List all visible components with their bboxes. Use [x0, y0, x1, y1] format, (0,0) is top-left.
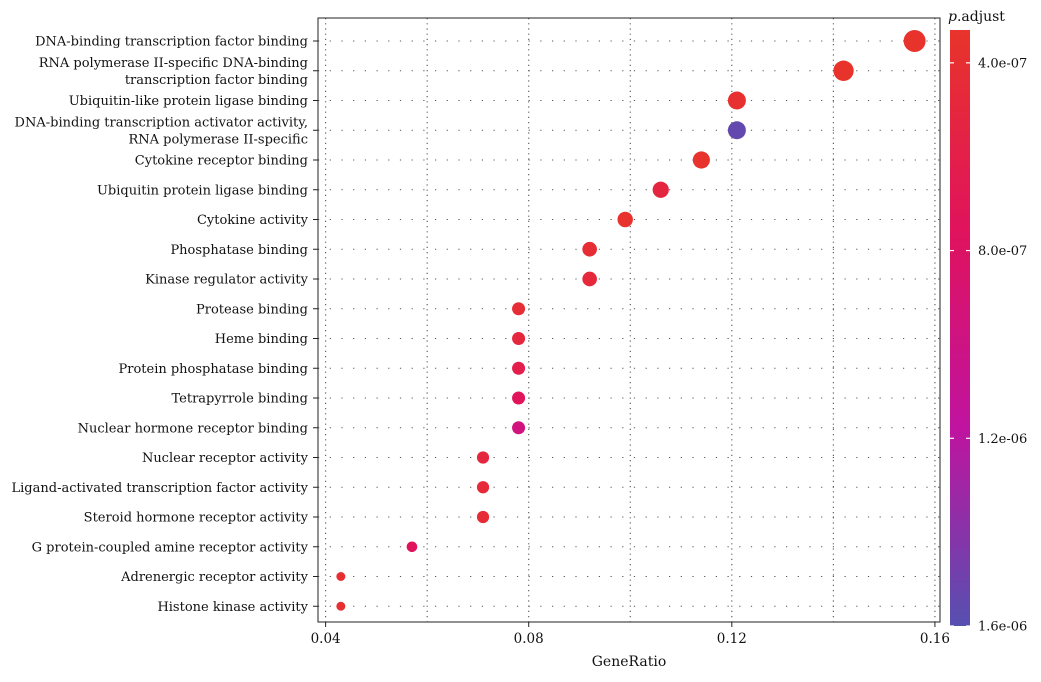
data-point — [582, 241, 597, 257]
data-point — [476, 481, 490, 494]
data-point — [512, 331, 526, 346]
data-points — [336, 30, 926, 611]
category-label: Nuclear hormone receptor binding — [78, 421, 308, 436]
category-label: RNA polymerase II-specific DNA-binding tr… — [39, 56, 308, 88]
category-label: Cytokine receptor binding — [135, 154, 308, 169]
category-label: Heme binding — [215, 332, 308, 347]
category-label: G protein-coupled amine receptor activit… — [32, 540, 309, 555]
category-label: Ubiquitin protein ligase binding — [97, 183, 308, 198]
legend-tick-label: 1.6e-06 — [978, 620, 1027, 635]
data-point — [727, 121, 746, 140]
data-point — [406, 541, 418, 553]
category-label: Ligand-activated transcription factor ac… — [12, 481, 309, 496]
category-label: Ubiquitin-like protein ligase binding — [69, 94, 308, 109]
category-label: Phosphatase binding — [170, 243, 308, 258]
category-label: Adrenergic receptor activity — [120, 570, 309, 585]
category-label: Tetrapyrrole binding — [172, 392, 308, 407]
data-point — [903, 30, 926, 52]
data-point — [617, 211, 633, 228]
category-label: Histone kinase activity — [157, 600, 308, 615]
legend-tick-label: 4.0e-07 — [978, 56, 1027, 71]
x-tick-label: 0.08 — [514, 631, 544, 647]
category-label: Cytokine activity — [197, 213, 309, 228]
data-point — [582, 271, 597, 287]
category-label: Nuclear receptor activity — [142, 451, 309, 466]
data-point — [336, 601, 346, 611]
category-label: DNA-binding transcription activator acti… — [15, 115, 308, 147]
data-point — [833, 60, 854, 81]
data-point — [512, 361, 526, 375]
legend-tick-label: 1.2e-06 — [978, 432, 1027, 447]
color-legend: p.adjust 4.0e-07 8.0e-07 1.2e-06 1.6e-06 — [948, 9, 1027, 635]
data-point — [512, 421, 526, 435]
category-label: DNA-binding transcription factor binding — [35, 35, 308, 50]
data-point — [692, 151, 710, 169]
category-label: Kinase regulator activity — [145, 273, 309, 288]
legend-tick-label: 8.0e-07 — [978, 244, 1027, 259]
x-tick-label: 0.16 — [920, 631, 950, 647]
grid-lines — [318, 18, 940, 622]
data-point — [512, 302, 526, 316]
color-scale-bar — [950, 30, 970, 626]
legend-title: p.adjust — [948, 9, 1005, 25]
data-point — [476, 451, 490, 464]
data-point — [652, 181, 669, 198]
x-tick-label: 0.12 — [717, 631, 747, 647]
category-label: Protease binding — [196, 302, 308, 317]
x-axis: 0.04 0.08 0.12 0.16 — [311, 622, 950, 647]
category-labels: DNA-binding transcription factor binding… — [12, 35, 318, 615]
data-point — [336, 572, 346, 581]
x-axis-title: GeneRatio — [592, 654, 667, 670]
x-tick-label: 0.04 — [311, 631, 341, 647]
data-point — [476, 510, 490, 524]
category-label: Steroid hormone receptor activity — [84, 511, 309, 526]
data-point — [727, 91, 746, 110]
data-point — [512, 391, 526, 405]
category-label: Protein phosphatase binding — [118, 362, 308, 377]
plot-frame — [317, 17, 941, 623]
